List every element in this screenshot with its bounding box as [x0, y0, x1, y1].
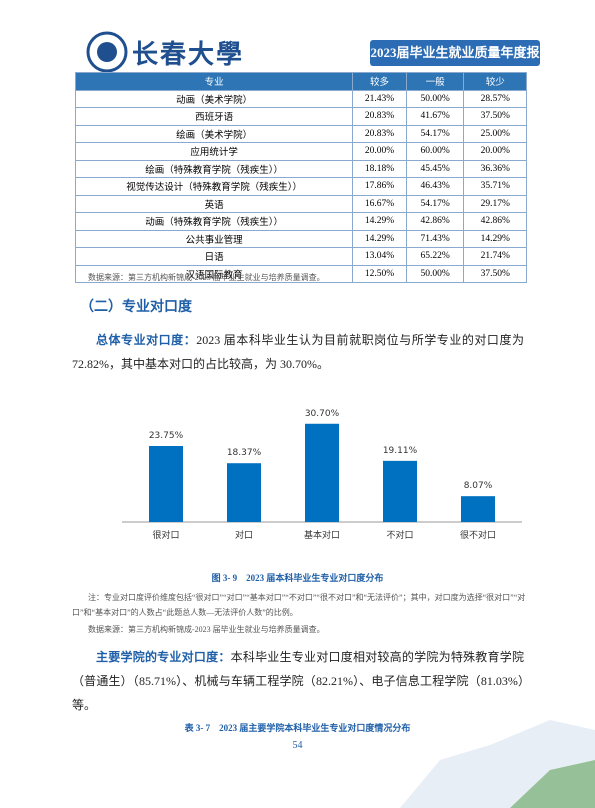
table-row: 公共事业管理 14.29% 71.43% 14.29%: [74, 229, 527, 248]
table-cell: 25.00%: [463, 124, 527, 143]
page-number: 54: [292, 740, 303, 751]
table-row: 英语 16.67% 54.17% 29.17%: [74, 194, 527, 213]
table-cell: 绘画（美术学院）: [74, 124, 354, 143]
table-source: 数据来源：第三方机构新锦成-2023 届毕业生就业与培养质量调查。: [88, 273, 325, 282]
table-cell: 绘画（特殊教育学院（残疾生））: [74, 159, 354, 178]
table-cell: 汉语国际教育: [74, 264, 354, 283]
bar: [227, 463, 261, 522]
table-row: 应用统计学 20.00% 60.00% 20.00%: [74, 142, 527, 161]
table-cell: 17.86%: [352, 177, 407, 196]
table-cell: 29.17%: [463, 194, 527, 213]
table-cell: 46.43%: [405, 177, 465, 196]
table-cell: 50.00%: [405, 264, 465, 283]
table-cell: 16.67%: [352, 194, 407, 213]
table-cell: 50.00%: [405, 89, 465, 108]
major-table: 专业 较多 一般 较少 动画（美术学院） 21.43% 50.00% 28.57% 西班牙语 2…: [74, 72, 527, 283]
logo-text: 长春大學: [132, 40, 245, 69]
table-cell: 公共事业管理: [74, 229, 354, 248]
table-cell: 45.45%: [405, 159, 465, 178]
table-cell: 65.22%: [405, 247, 465, 266]
table-row: 绘画（美术学院） 20.83% 54.17% 25.00%: [74, 124, 527, 143]
table-row: 动画（美术学院） 21.43% 50.00% 28.57%: [74, 89, 527, 108]
value-label: 30.70%: [305, 409, 340, 419]
category-label: 很对口: [152, 529, 179, 541]
table-row: 视觉传达设计（特殊教育学院（残疾生）） 17.86% 46.43% 35.71%: [74, 177, 527, 196]
paragraph: 主要学院的专业对口度：本科毕业生专业对口度相对较高的学院为特殊教育学院（普通生）…: [72, 645, 524, 717]
table-cell: 28.57%: [463, 89, 527, 108]
figure-caption: 图 3- 9 2023 届本科毕业生专业对口度分布: [211, 573, 384, 583]
paragraph-lead: 主要学院的专业对口度：: [96, 650, 231, 664]
table-cell: 18.18%: [352, 159, 407, 178]
table-cell: 应用统计学: [74, 142, 354, 161]
bar: [383, 460, 417, 522]
figure-note: 注：专业对口度评价维度包括“很对口”“对口”“基本对口”“不对口”“很不对口”和…: [72, 593, 526, 617]
banner: 2023届毕业生就业质量年度报告: [370, 40, 540, 86]
decoration: [400, 720, 595, 808]
category-label: 基本对口: [304, 529, 340, 541]
table-header: 专业 较多 一般 较少: [74, 72, 527, 91]
table-cell: 37.50%: [463, 107, 527, 126]
table-cell: 42.86%: [405, 212, 465, 231]
table-cell: 71.43%: [405, 229, 465, 248]
category-label: 很不对口: [460, 529, 496, 541]
table-cell: 21.74%: [463, 247, 527, 266]
table-row: 日语 13.04% 65.22% 21.74%: [74, 247, 527, 266]
paragraph-lead: 总体专业对口度：: [96, 333, 197, 347]
table-cell: 42.86%: [463, 212, 527, 231]
table-cell: 14.29%: [463, 229, 527, 248]
table-cell: 视觉传达设计（特殊教育学院（残疾生））: [74, 177, 354, 196]
value-label: 23.75%: [149, 431, 184, 441]
table-cell: 35.71%: [463, 177, 527, 196]
bar: [305, 423, 339, 522]
table-cell: 动画（美术学院）: [74, 89, 354, 108]
table-cell: 20.83%: [352, 107, 407, 126]
table-cell: 54.17%: [405, 124, 465, 143]
table-cell: 英语: [74, 194, 354, 213]
table-cell: 西班牙语: [74, 107, 354, 126]
bar: [461, 496, 495, 522]
logo-emblem: [86, 31, 128, 73]
table-row: 动画（特殊教育学院（残疾生）） 14.29% 42.86% 42.86%: [74, 212, 527, 231]
table-cell: 12.50%: [352, 264, 407, 283]
section-heading: （二）专业对口度: [80, 299, 192, 315]
bar: [149, 446, 183, 522]
column-header: 一般: [405, 72, 465, 91]
table-cell: 54.17%: [405, 194, 465, 213]
table-cell: 13.04%: [352, 247, 407, 266]
table-caption: 表 3- 7 2023 届主要学院本科毕业生专业对口度情况分布: [184, 723, 411, 733]
table-cell: 14.29%: [352, 229, 407, 248]
bar-chart: 23.75% 很对口 18.37% 对口 30.70% 基本对口 19.11% 不对口 8.07…: [122, 409, 522, 541]
table-row: 绘画（特殊教育学院（残疾生）） 18.18% 45.45% 36.36%: [74, 159, 527, 178]
table-cell: 动画（特殊教育学院（残疾生））: [74, 212, 354, 231]
table-cell: 36.36%: [463, 159, 527, 178]
value-label: 8.07%: [464, 481, 493, 491]
table-cell: 14.29%: [352, 212, 407, 231]
column-header: 较少: [463, 72, 527, 91]
column-header: 较多: [352, 72, 407, 91]
table-cell: 41.67%: [405, 107, 465, 126]
figure-source: 数据来源：第三方机构新锦成-2023 届毕业生就业与培养质量调查。: [88, 625, 325, 634]
table-cell: 20.00%: [463, 142, 527, 161]
paragraph-text: 2023 届本科毕业生认为目前就职岗位与所学专业的对口度为 72.82%，其中基…: [72, 333, 524, 371]
table-cell: 21.43%: [352, 89, 407, 108]
value-label: 19.11%: [383, 446, 418, 456]
table-cell: 20.83%: [352, 124, 407, 143]
table-cell: 37.50%: [463, 264, 527, 283]
category-label: 对口: [235, 529, 253, 541]
table-row: 西班牙语 20.83% 41.67% 37.50%: [74, 107, 527, 126]
table-row: 汉语国际教育 12.50% 50.00% 37.50%: [74, 264, 527, 283]
table-cell: 20.00%: [352, 142, 407, 161]
paragraph: 总体专业对口度：2023 届本科毕业生认为目前就职岗位与所学专业的对口度为 72…: [72, 328, 524, 376]
table-cell: 日语: [74, 247, 354, 266]
category-label: 不对口: [386, 529, 413, 541]
table-cell: 60.00%: [405, 142, 465, 161]
paragraph-text: 本科毕业生专业对口度相对较高的学院为特殊教育学院（普通生）（85.71%）、机械…: [72, 650, 524, 712]
column-header: 专业: [74, 72, 354, 91]
value-label: 18.37%: [227, 448, 262, 458]
